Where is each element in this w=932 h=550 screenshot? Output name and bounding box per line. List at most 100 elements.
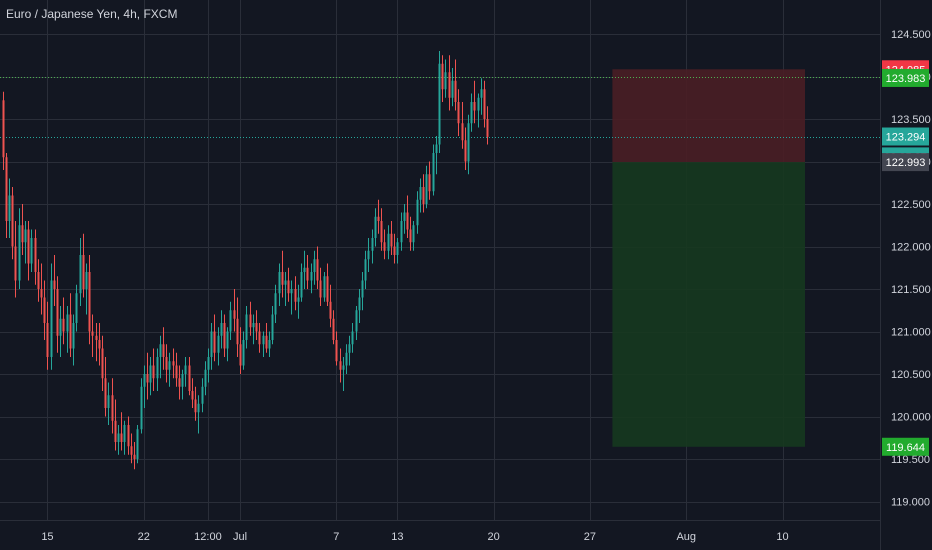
candle-body [290, 289, 293, 294]
candle-body [24, 229, 27, 243]
candle-body [448, 72, 451, 98]
candle-body [18, 225, 21, 281]
position-tool[interactable] [612, 69, 805, 447]
candle-body [204, 369, 207, 387]
take-profit-zone[interactable] [612, 162, 805, 447]
candle-body [59, 318, 62, 336]
candle-body [454, 80, 457, 102]
candle-body [72, 323, 75, 349]
candle-body [146, 374, 149, 383]
candle-body [400, 221, 403, 243]
candle-body [316, 259, 319, 281]
candle-body [37, 272, 40, 289]
candle-body [323, 276, 326, 298]
candle-body [345, 352, 348, 366]
candle-body [297, 297, 300, 302]
candle-body [53, 280, 56, 289]
candle-body [480, 89, 483, 98]
candle-body [79, 255, 82, 294]
candle-body [473, 102, 476, 111]
candle-body [262, 335, 265, 345]
candle-body [5, 157, 8, 221]
candle-body [438, 63, 441, 145]
candle-body [245, 314, 248, 340]
candle-body [403, 212, 406, 221]
candle-body [444, 72, 447, 90]
candle-body [470, 102, 473, 124]
candle-body [310, 272, 313, 281]
candle-body [229, 310, 232, 332]
candle-body [319, 280, 322, 298]
candle-body [483, 89, 486, 119]
candle-body [477, 97, 480, 111]
candle-body [377, 216, 380, 221]
candle-body [107, 395, 110, 408]
stop-loss-zone[interactable] [612, 69, 805, 163]
symbol-title: Euro / Japanese Yen, 4h, FXCM [6, 7, 178, 21]
candle-body [98, 340, 101, 349]
candle-body [50, 280, 53, 357]
candle-body [43, 297, 46, 323]
candle-body [329, 301, 332, 319]
candle-body [364, 259, 367, 281]
candle-body [383, 242, 386, 251]
price-tick-label: 120.000 [891, 412, 931, 424]
candle-body [149, 365, 152, 383]
candle-body [351, 331, 354, 345]
candle-body [287, 280, 290, 294]
time-axis[interactable]: 15 22 12:00 Jul 7 13 20 27 Aug 10 [41, 531, 788, 543]
candle-body [104, 378, 107, 408]
candle-body [306, 267, 309, 281]
candle-body [313, 259, 316, 272]
candle-body [14, 246, 17, 281]
candle-body [294, 289, 297, 302]
candle-body [91, 331, 94, 336]
target-label: 119.644 [886, 442, 925, 454]
candle-body [181, 374, 184, 387]
candle-body [168, 361, 171, 370]
candlestick-series [2, 51, 489, 470]
entry-label: 122.993 [886, 157, 926, 169]
candle-body [486, 119, 489, 137]
candle-body [85, 272, 88, 289]
candle-body [114, 420, 117, 442]
candle-body [95, 335, 98, 340]
candle-body [197, 403, 200, 413]
candle-body [27, 229, 30, 264]
candle-body [252, 323, 255, 328]
candle-body [371, 238, 374, 251]
candle-body [374, 216, 377, 238]
candle-body [223, 323, 226, 349]
candle-body [255, 323, 258, 332]
candle-body [217, 335, 220, 353]
candle-body [422, 187, 425, 204]
candle-body [300, 272, 303, 298]
candle-body [162, 344, 165, 357]
candle-body [220, 323, 223, 336]
candle-body [88, 272, 91, 332]
candle-body [457, 102, 460, 124]
candle-body [416, 199, 419, 226]
candle-body [393, 246, 396, 255]
candle-body [30, 238, 33, 264]
candle-body [117, 433, 120, 442]
candle-body [409, 229, 412, 243]
level-label: 123.983 [886, 73, 926, 85]
candle-body [467, 123, 470, 162]
candle-body [339, 361, 342, 370]
candle-body [419, 187, 422, 200]
candle-body [152, 365, 155, 379]
price-tick-label: 121.500 [891, 284, 931, 296]
candle-body [75, 293, 78, 323]
price-tick-label: 124.500 [891, 29, 931, 41]
candle-body [432, 153, 435, 192]
candle-body [249, 314, 252, 328]
price-tick-label: 119.000 [891, 497, 930, 509]
time-tick-label: 20 [488, 531, 500, 543]
candle-body [40, 289, 43, 298]
level-label-badge [882, 68, 929, 87]
candle-body [268, 340, 271, 349]
candle-body [172, 361, 175, 366]
candle-body [184, 365, 187, 374]
